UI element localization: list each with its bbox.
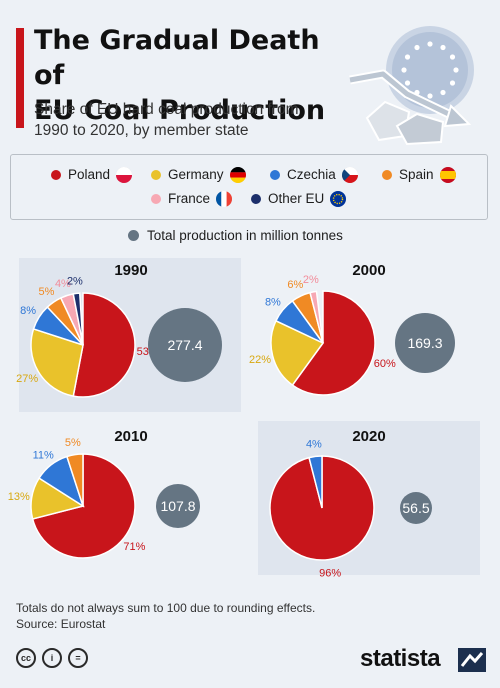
title-line-2: EU Coal Production (34, 95, 326, 126)
footer: Totals do not always sum to 100 due to r… (16, 600, 315, 632)
title-line-1: The Gradual Death of (34, 25, 320, 91)
slice-label-germany: 13% (8, 491, 30, 503)
footer-note: Totals do not always sum to 100 due to r… (16, 601, 316, 615)
germany-flag-icon (229, 167, 246, 183)
total-production-value: 56.5 (402, 500, 429, 516)
slice-label-germany: 22% (249, 354, 271, 366)
slice-label-czechia: 4% (306, 439, 322, 451)
pie-slice-germany (30, 327, 84, 397)
slice-label-poland: 96% (319, 568, 341, 580)
slice-label-spain: 5% (39, 286, 55, 298)
footer-source: Source: Eurostat (16, 617, 106, 631)
pie-slice-poland (291, 290, 376, 396)
subtitle-line-2: 1990 to 2020, by member state (34, 122, 249, 139)
spain-flag-icon (439, 167, 456, 183)
chart-title: 2020 (352, 428, 385, 445)
legend-swatch-icon (151, 194, 161, 204)
poland-flag-icon (116, 167, 133, 183)
slice-label-spain: 5% (65, 437, 81, 449)
legend-label: Other EU (268, 191, 325, 206)
total-production-value: 169.3 (407, 335, 442, 351)
slice-label-czechia: 8% (265, 297, 281, 309)
license-icons: cc i = (16, 648, 88, 668)
pie-chart-2020: 2020 96% 4% 56.5 (269, 428, 432, 580)
eu-flag-icon (330, 191, 347, 207)
statista-logo-icon (458, 648, 486, 672)
pie-chart-2010: 2010 71% 13% 11% 5% 107.8 (8, 428, 200, 559)
legend-item-czechia: Czechia (270, 167, 358, 183)
attribution-icon[interactable]: i (42, 648, 62, 668)
slice-label-poland: 71% (123, 541, 145, 553)
total-production-label: Total production in million tonnes (147, 228, 343, 243)
pie-slice-other-eu (72, 292, 84, 346)
legend-label: France (168, 191, 211, 206)
total-production-bubble (148, 308, 222, 382)
pie-slice-spain (65, 453, 84, 507)
slice-label-poland: 60% (374, 358, 396, 370)
total-production-note: Total production in million tonnes (128, 228, 343, 243)
total-production-bubble (395, 313, 455, 373)
no-derivatives-icon[interactable]: = (68, 648, 88, 668)
pie-slice-poland (72, 292, 136, 398)
pie-slice-france (309, 290, 324, 344)
czechia-flag-icon (341, 167, 358, 183)
legend-item-poland: Poland (51, 167, 133, 183)
france-flag-icon (216, 191, 233, 207)
legend-label: Poland (68, 167, 111, 182)
legend-item-other-eu: Other EU (251, 191, 347, 207)
total-swatch-icon (128, 230, 139, 241)
page-title: The Gradual Death of EU Coal Production (34, 23, 354, 128)
subtitle-line-1: Share of EU hard coal production from (34, 101, 299, 118)
legend-item-spain: Spain (382, 167, 456, 183)
brand-logo[interactable]: statista (360, 645, 441, 672)
total-production-value: 277.4 (167, 337, 202, 353)
slice-label-france: 2% (303, 274, 319, 286)
legend-swatch-icon (151, 170, 161, 180)
legend-label: Germany (168, 167, 224, 182)
legend-swatch-icon (270, 170, 280, 180)
page-subtitle: Share of EU hard coal production from 19… (34, 99, 354, 141)
eu-coal-decline-illustration (349, 26, 474, 146)
legend-item-france: France (151, 191, 233, 207)
slice-label-czechia: 11% (33, 450, 54, 462)
legend-item-germany: Germany (151, 167, 246, 183)
legend-swatch-icon (251, 194, 261, 204)
total-production-bubble (400, 492, 432, 524)
creative-commons-icon[interactable]: cc (16, 648, 36, 668)
slice-label-other-eu: 2% (67, 276, 83, 288)
legend: Poland Germany Czechia Spain France Othe… (10, 154, 488, 220)
chart-title: 1990 (114, 262, 147, 279)
slice-label-france: 4% (55, 278, 71, 290)
pie-chart-2000: 2000 60% 22% 8% 6% 2% 169.3 (249, 262, 455, 396)
total-production-value: 107.8 (160, 498, 195, 514)
legend-swatch-icon (382, 170, 392, 180)
slice-label-germany: 27% (16, 373, 38, 385)
pie-slice-czechia (308, 455, 323, 509)
chart-title: 2000 (352, 262, 385, 279)
legend-label: Czechia (287, 167, 336, 182)
legend-swatch-icon (51, 170, 61, 180)
chart-title: 2010 (114, 428, 147, 445)
slice-label-spain: 6% (287, 279, 303, 291)
total-production-bubble (156, 484, 200, 528)
slice-label-czechia: 8% (20, 305, 36, 317)
title-accent-bar (16, 28, 24, 128)
legend-label: Spain (399, 167, 434, 182)
